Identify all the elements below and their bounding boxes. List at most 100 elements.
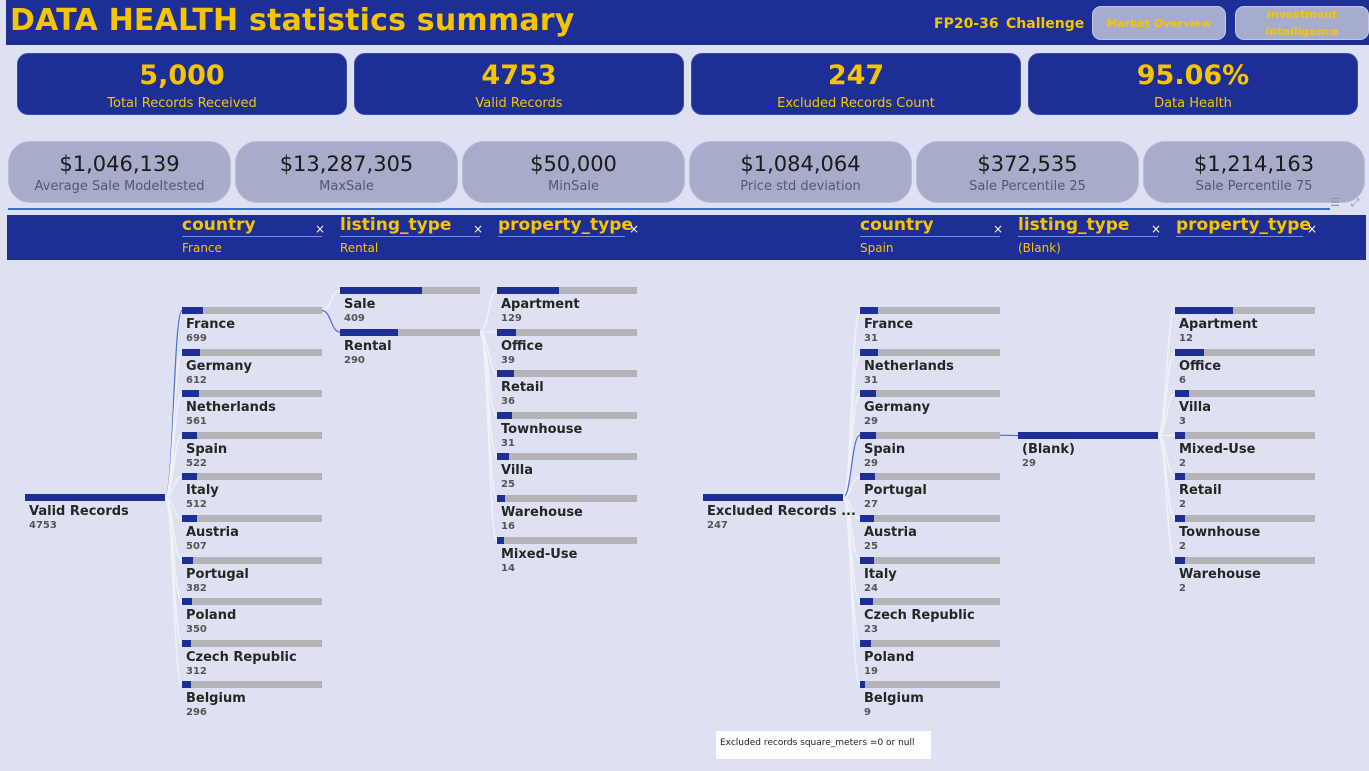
- tree-left-root-node[interactable]: Valid Records 4753: [25, 494, 165, 536]
- stat-sale-percentile-75: $1,214,163 Sale Percentile 75: [1143, 141, 1365, 203]
- market-overview-button[interactable]: Market Overview: [1092, 6, 1226, 40]
- remove-level-icon[interactable]: ×: [993, 222, 1004, 236]
- node-bar: [497, 453, 637, 461]
- investment-intelligence-button[interactable]: Investment Intelligence: [1235, 6, 1369, 40]
- tree-left-property-type-node[interactable]: Villa 25: [497, 453, 637, 495]
- node-count: 29: [864, 457, 878, 469]
- node-label: Retail: [1179, 483, 1222, 499]
- tree-left-country-node[interactable]: Belgium 296: [182, 681, 322, 723]
- node-bar: [497, 328, 637, 336]
- tree-right-property-type-node[interactable]: Townhouse 2: [1175, 515, 1315, 557]
- stat-value: $50,000: [530, 152, 617, 176]
- node-bar: [860, 556, 1000, 564]
- tree-right-country-node[interactable]: Italy 24: [860, 556, 1000, 599]
- filter-icon[interactable]: ☰: [1330, 196, 1340, 209]
- node-bar-fill: [497, 495, 505, 502]
- right-level-listing-type[interactable]: listing_type × (Blank): [1018, 215, 1161, 255]
- tree-left-listing-type-node[interactable]: Sale 409: [340, 287, 480, 329]
- tree-right-country-node[interactable]: France 31: [860, 307, 1000, 349]
- tree-left-country-node[interactable]: Germany 612: [182, 348, 322, 391]
- node-count: 382: [186, 582, 207, 594]
- remove-level-icon[interactable]: ×: [473, 222, 484, 236]
- level-name: property_type: [498, 215, 633, 235]
- node-bar-fill: [860, 431, 877, 439]
- tree-left-property-type-node[interactable]: Townhouse 31: [497, 411, 637, 454]
- remove-level-icon[interactable]: ×: [1151, 222, 1162, 236]
- kpi-data-health: 95.06% Data Health: [1028, 53, 1358, 115]
- tree-left-country-node[interactable]: Portugal 382: [182, 556, 322, 599]
- tree-right-property-type-node[interactable]: Mixed-Use 2: [1175, 431, 1315, 474]
- right-level-country[interactable]: country × Spain: [860, 215, 1003, 255]
- tree-left-country-node[interactable]: Italy 512: [182, 473, 322, 515]
- tree-right-country-node[interactable]: Czech Republic 23: [860, 598, 1000, 640]
- right-level-property-type[interactable]: property_type ×: [1176, 215, 1317, 237]
- tree-right-country-node[interactable]: Portugal 27: [860, 473, 1000, 515]
- tree-left-country-node[interactable]: Netherlands 561: [182, 390, 322, 432]
- node-label: Italy: [864, 566, 897, 582]
- remove-level-icon[interactable]: ×: [1307, 222, 1318, 236]
- tree-right-property-type-node[interactable]: Villa 3: [1175, 390, 1315, 432]
- node-count: 39: [501, 354, 515, 366]
- node-bar: [1175, 348, 1315, 356]
- tree-left-listing-type-node[interactable]: Rental 290: [340, 328, 480, 371]
- investment-intelligence-label: Investment Intelligence: [1265, 8, 1339, 38]
- tree-right-property-type-node[interactable]: Warehouse 2: [1175, 556, 1315, 599]
- tree-left-country-node[interactable]: France 699: [182, 307, 322, 349]
- tree-left-country-node[interactable]: Czech Republic 312: [182, 639, 322, 682]
- left-level-property-type[interactable]: property_type ×: [498, 215, 639, 237]
- node-bar-fill: [860, 556, 874, 564]
- right-tree-header: [687, 215, 1366, 260]
- node-count: 2: [1179, 499, 1186, 511]
- node-bar-fill: [340, 287, 422, 294]
- tree-right-listing-type-node[interactable]: (Blank) 29: [1018, 432, 1158, 474]
- tree-left-property-type-node[interactable]: Warehouse 16: [497, 495, 637, 537]
- left-level-listing-type[interactable]: listing_type × Rental: [340, 215, 483, 255]
- level-underline: [1018, 236, 1158, 237]
- tree-right-property-type-node[interactable]: Office 6: [1175, 348, 1315, 391]
- tree-right-root-node[interactable]: Excluded Records ... 247: [703, 494, 856, 536]
- stat-value: $372,535: [977, 152, 1078, 176]
- left-level-country[interactable]: country × France: [182, 215, 325, 255]
- node-label: Czech Republic: [186, 649, 297, 665]
- node-count: 512: [186, 499, 207, 511]
- node-count: 9: [864, 707, 871, 719]
- tree-left-property-type-node[interactable]: Apartment 129: [497, 287, 637, 329]
- tree-right-property-type-node[interactable]: Apartment 12: [1175, 307, 1315, 349]
- remove-level-icon[interactable]: ×: [315, 222, 326, 236]
- kpi-label: Excluded Records Count: [777, 96, 935, 111]
- level-underline: [182, 236, 322, 237]
- node-bar-fill: [497, 287, 560, 294]
- tree-right-country-node[interactable]: Netherlands 31: [860, 348, 1000, 391]
- tree-right-country-node[interactable]: Poland 19: [860, 639, 1000, 682]
- tree-link: [479, 331, 498, 458]
- tree-right-country-node[interactable]: Germany 29: [860, 390, 1000, 432]
- node-bar: [182, 473, 322, 481]
- tree-left-country-node[interactable]: Spain 522: [182, 431, 322, 474]
- node-count: 129: [501, 313, 522, 324]
- node-count: 19: [864, 665, 878, 677]
- node-count: 2: [1179, 457, 1186, 469]
- level-name: country: [860, 215, 934, 235]
- tree-link: [842, 392, 861, 499]
- node-bar: [182, 639, 322, 647]
- tree-right-country-node[interactable]: Austria 25: [860, 515, 1000, 557]
- tree-left-country-node[interactable]: Austria 507: [182, 515, 322, 557]
- node-bar: [860, 598, 1000, 606]
- node-bar: [860, 307, 1000, 314]
- tree-link-selected: [321, 309, 341, 333]
- node-label: Austria: [186, 525, 239, 540]
- node-bar: [497, 495, 637, 502]
- node-count: 29: [864, 416, 878, 428]
- tree-left-country-node[interactable]: Poland 350: [182, 598, 322, 640]
- tree-link: [842, 496, 861, 645]
- node-label: Townhouse: [1179, 525, 1261, 540]
- tree-right-country-node[interactable]: Belgium 9: [860, 681, 1000, 723]
- remove-level-icon[interactable]: ×: [629, 222, 640, 236]
- focus-mode-icon[interactable]: ⤢: [1350, 196, 1360, 209]
- tree-right-property-type-node[interactable]: Retail 2: [1175, 473, 1315, 515]
- tree-left-property-type-node[interactable]: Office 39: [497, 328, 637, 371]
- tree-right-country-node[interactable]: Spain 29: [860, 431, 1000, 474]
- node-label: Italy: [186, 483, 219, 499]
- tree-left-property-type-node[interactable]: Retail 36: [497, 370, 637, 412]
- tree-left-property-type-node[interactable]: Mixed-Use 14: [497, 536, 637, 579]
